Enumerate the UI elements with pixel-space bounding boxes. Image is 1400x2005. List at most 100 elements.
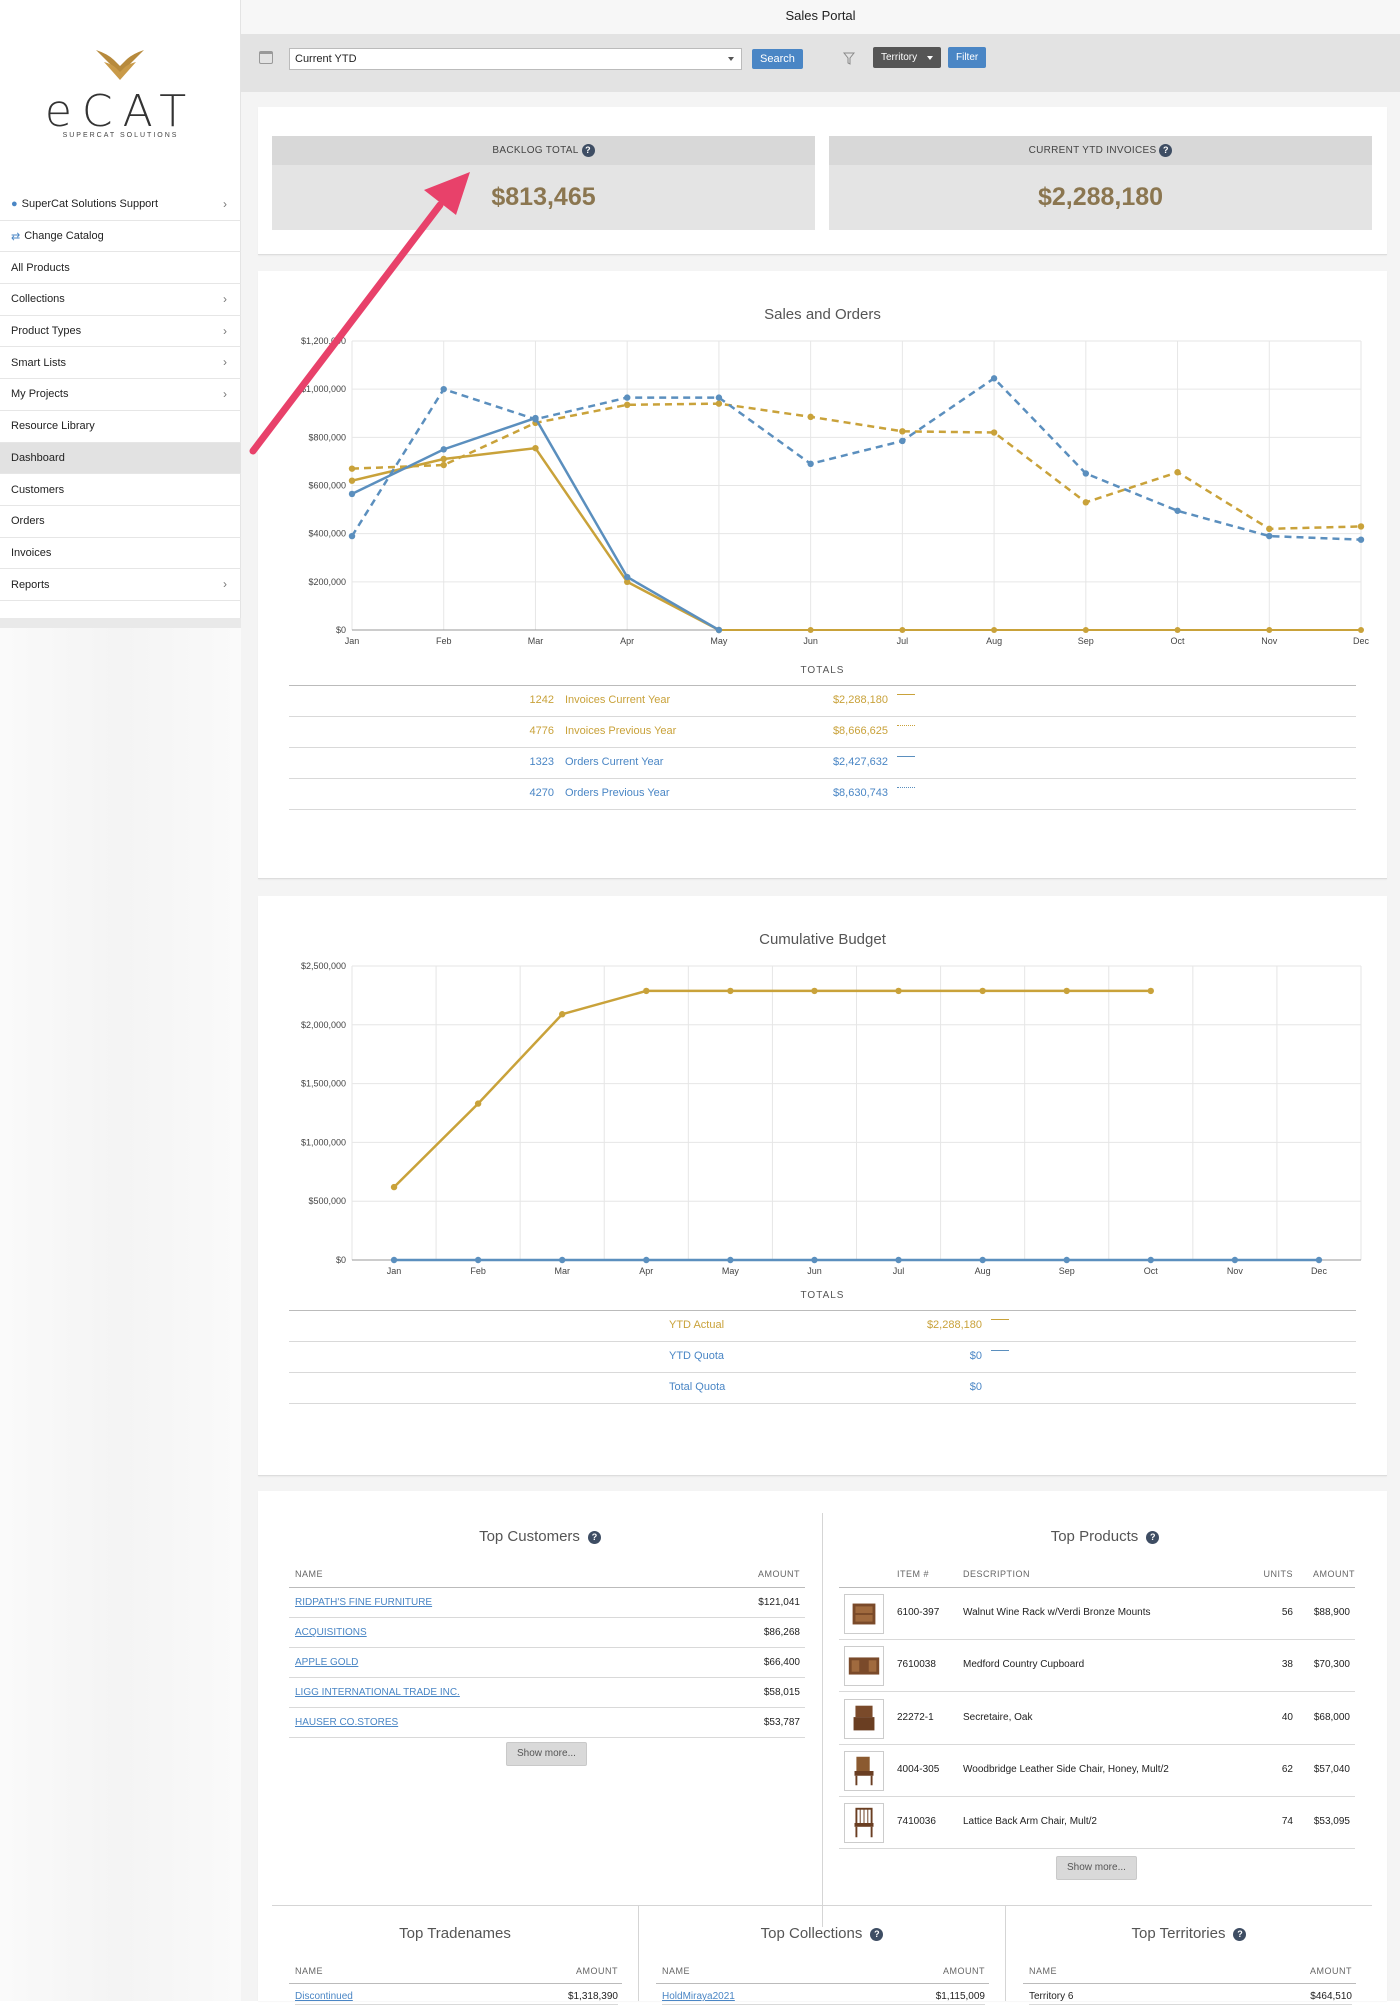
data-point[interactable]: [390, 1256, 398, 1264]
data-point[interactable]: [807, 627, 814, 633]
help-icon[interactable]: ?: [581, 143, 595, 157]
sidebar-item-collections[interactable]: Collections ›: [0, 284, 241, 316]
data-point[interactable]: [623, 394, 631, 401]
tradename-link[interactable]: Discontinued: [295, 1991, 353, 2002]
data-point[interactable]: [440, 446, 447, 453]
customer-link[interactable]: RIDPATH'S FINE FURNITURE: [295, 1597, 433, 1608]
data-point[interactable]: [440, 455, 447, 463]
data-point[interactable]: [811, 1256, 818, 1264]
data-point[interactable]: [715, 400, 723, 407]
data-point[interactable]: [990, 375, 998, 382]
brand-logo[interactable]: eCAT SUPERCAT SOLUTIONS: [0, 40, 241, 150]
sidebar-item-smart-lists[interactable]: Smart Lists ›: [0, 347, 241, 380]
sidebar-item-my-projects[interactable]: My Projects ›: [0, 379, 241, 411]
data-point[interactable]: [899, 428, 906, 435]
customer-link[interactable]: APPLE GOLD: [295, 1657, 359, 1668]
data-point[interactable]: [1082, 470, 1090, 477]
data-point[interactable]: [1231, 1256, 1239, 1264]
data-point[interactable]: [895, 1256, 902, 1264]
help-icon[interactable]: ?: [1233, 1927, 1247, 1941]
show-more-customers-button[interactable]: Show more...: [506, 1742, 587, 1766]
data-point[interactable]: [1174, 469, 1181, 476]
data-point[interactable]: [727, 987, 734, 995]
data-point[interactable]: [623, 573, 631, 581]
data-point[interactable]: [532, 416, 539, 423]
data-point[interactable]: [1174, 507, 1181, 514]
data-point[interactable]: [643, 1256, 650, 1264]
data-point[interactable]: [559, 1256, 566, 1264]
customer-link[interactable]: LIGG INTERNATIONAL TRADE INC.: [295, 1687, 460, 1698]
data-point[interactable]: [348, 490, 356, 498]
sidebar-item-invoices[interactable]: Invoices: [0, 538, 241, 570]
data-point[interactable]: [715, 394, 723, 401]
customer-link[interactable]: HAUSER CO.STORES: [295, 1717, 399, 1728]
table-row[interactable]: 7610038 Medford Country Cupboard 38 $70,300: [839, 1640, 1355, 1693]
data-point[interactable]: [715, 626, 723, 634]
sidebar-item-reports[interactable]: Reports ›: [0, 569, 241, 601]
data-point[interactable]: [991, 627, 998, 633]
data-point[interactable]: [474, 1256, 482, 1264]
data-point[interactable]: [643, 987, 650, 995]
product-thumbnail[interactable]: [844, 1594, 884, 1634]
period-select[interactable]: Current YTD: [289, 48, 742, 70]
help-icon[interactable]: ?: [1159, 143, 1173, 157]
data-point[interactable]: [1315, 1256, 1323, 1264]
data-point[interactable]: [1266, 532, 1273, 540]
sidebar-item-change-catalog[interactable]: ⇄ Change Catalog: [0, 221, 241, 253]
data-point[interactable]: [1082, 627, 1089, 633]
data-point[interactable]: [348, 465, 356, 472]
data-point[interactable]: [1358, 627, 1364, 633]
show-more-products-button[interactable]: Show more...: [1056, 1856, 1137, 1880]
help-icon[interactable]: ?: [1146, 1530, 1160, 1544]
data-point[interactable]: [623, 578, 631, 586]
data-point[interactable]: [1174, 627, 1181, 633]
data-point[interactable]: [1357, 523, 1365, 530]
data-point[interactable]: [1147, 1256, 1154, 1264]
data-point[interactable]: [899, 437, 906, 445]
table-row[interactable]: 6100-397 Walnut Wine Rack w/Verdi Bronze …: [839, 1588, 1355, 1640]
sidebar-item-customers[interactable]: Customers: [0, 474, 241, 506]
data-point[interactable]: [1357, 536, 1365, 543]
data-point[interactable]: [532, 444, 539, 452]
data-point[interactable]: [807, 460, 814, 468]
help-icon[interactable]: ?: [870, 1927, 884, 1941]
data-point[interactable]: [440, 461, 447, 469]
search-button[interactable]: Search: [752, 49, 803, 69]
sidebar-item-all-products[interactable]: All Products: [0, 252, 241, 285]
data-point[interactable]: [811, 987, 818, 995]
data-point[interactable]: [727, 1256, 734, 1264]
sidebar-item-orders[interactable]: Orders: [0, 506, 241, 538]
filter-icon[interactable]: [843, 52, 855, 65]
data-point[interactable]: [807, 413, 814, 421]
table-row[interactable]: 7410036 Lattice Back Arm Chair, Mult/2 74 $…: [839, 1797, 1355, 1850]
data-point[interactable]: [1063, 987, 1070, 995]
customer-link[interactable]: ACQUISITIONS: [295, 1627, 367, 1638]
sidebar-item-supercat-solutions-support[interactable]: ● SuperCat Solutions Support ›: [0, 189, 241, 221]
data-point[interactable]: [559, 1011, 566, 1018]
territory-dropdown[interactable]: Territory: [873, 47, 942, 68]
data-point[interactable]: [390, 1183, 398, 1191]
data-point[interactable]: [348, 532, 356, 540]
product-thumbnail[interactable]: [844, 1750, 884, 1791]
sidebar-item-product-types[interactable]: Product Types ›: [0, 316, 241, 348]
data-point[interactable]: [1266, 525, 1273, 533]
data-point[interactable]: [899, 627, 906, 633]
help-icon[interactable]: ?: [587, 1530, 601, 1544]
product-thumbnail[interactable]: [844, 1646, 884, 1687]
data-point[interactable]: [895, 987, 902, 995]
table-row[interactable]: 22272-1 Secretaire, Oak 40 $68,000: [839, 1693, 1355, 1745]
data-point[interactable]: [1266, 627, 1273, 633]
filter-button[interactable]: Filter: [948, 47, 987, 68]
data-point[interactable]: [1147, 987, 1154, 995]
collection-link[interactable]: HoldMiraya2021: [662, 1991, 735, 2002]
data-point[interactable]: [1082, 499, 1090, 506]
data-point[interactable]: [474, 1100, 482, 1107]
data-point[interactable]: [440, 385, 447, 393]
product-thumbnail[interactable]: [844, 1803, 884, 1844]
data-point[interactable]: [623, 401, 631, 409]
data-point[interactable]: [990, 429, 998, 436]
data-point[interactable]: [979, 987, 986, 995]
table-row[interactable]: 4004-305 Woodbridge Leather Side Chair, H…: [839, 1745, 1355, 1797]
product-thumbnail[interactable]: [844, 1698, 884, 1739]
data-point[interactable]: [979, 1256, 986, 1264]
